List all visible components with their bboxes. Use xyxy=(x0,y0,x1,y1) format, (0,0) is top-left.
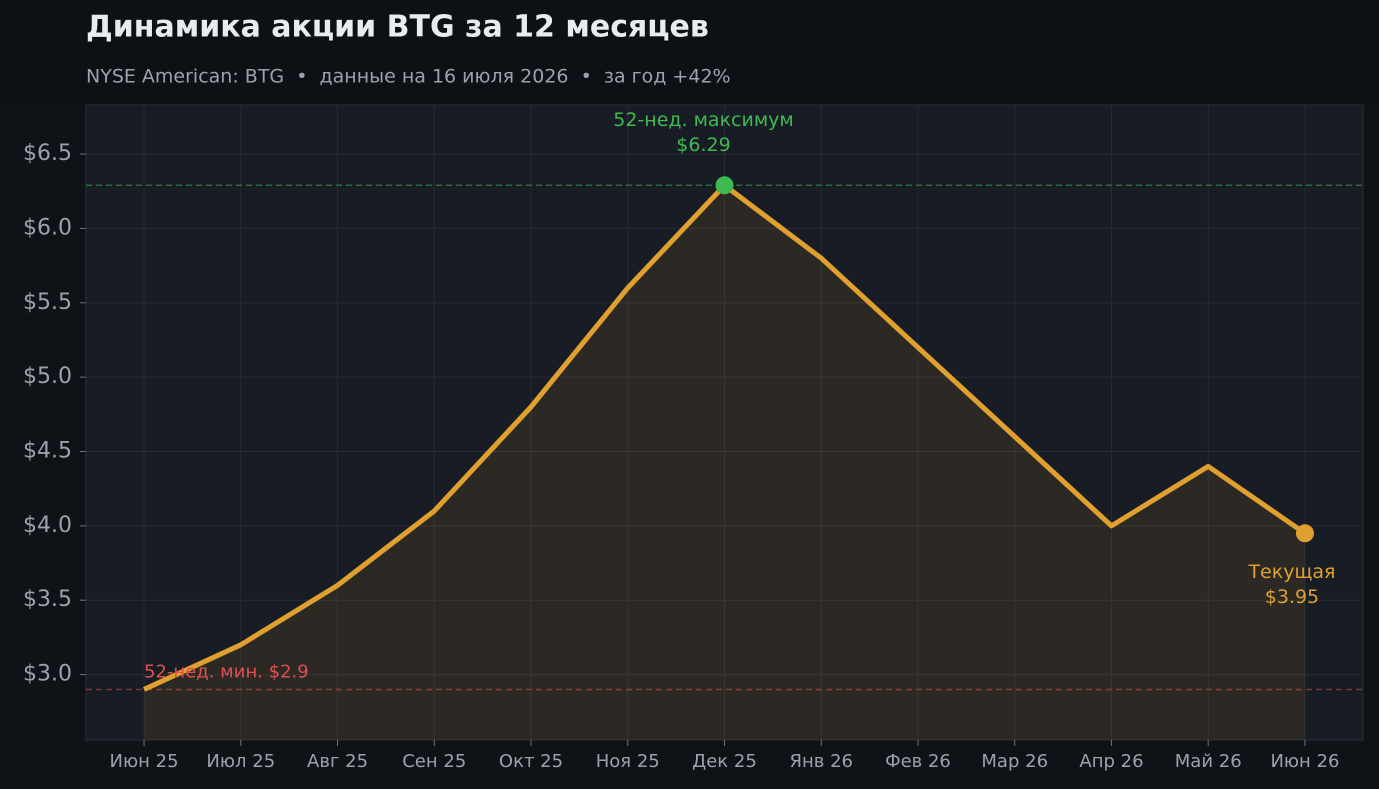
x-tick-label: Июн 25 xyxy=(110,751,179,772)
y-tick-label: $4.5 xyxy=(23,438,72,463)
x-tick-label: Июл 25 xyxy=(206,751,275,772)
x-tick-label: Ноя 25 xyxy=(596,751,660,772)
x-tick-label: Янв 26 xyxy=(789,751,853,772)
x-tick-label: Май 26 xyxy=(1175,751,1242,772)
chart-title: Динамика акции BTG за 12 месяцев xyxy=(86,10,709,45)
y-tick-label: $6.0 xyxy=(23,215,72,240)
chart-subtitle: NYSE American: BTG • данные на 16 июля 2… xyxy=(86,66,731,88)
current-label: Текущая xyxy=(1247,561,1335,583)
y-tick-label: $3.0 xyxy=(23,662,72,687)
x-tick-label: Авг 25 xyxy=(307,751,368,772)
x-tick-label: Окт 25 xyxy=(499,751,563,772)
x-tick-label: Фев 26 xyxy=(885,751,951,772)
x-tick-label: Мар 26 xyxy=(981,751,1048,772)
y-tick-label: $6.5 xyxy=(23,141,72,166)
y-tick-label: $3.5 xyxy=(23,587,72,612)
max-label: 52-нед. максимум xyxy=(613,109,794,131)
header-band xyxy=(0,0,1379,103)
x-tick-label: Дек 25 xyxy=(692,751,757,772)
max-value-label: $6.29 xyxy=(676,134,730,156)
max-marker xyxy=(715,176,734,195)
y-tick-label: $5.0 xyxy=(23,364,72,389)
x-tick-label: Июн 26 xyxy=(1270,751,1339,772)
area xyxy=(144,185,1305,740)
current-marker xyxy=(1295,524,1314,543)
y-tick-label: $4.0 xyxy=(23,513,72,538)
current-value-label: $3.95 xyxy=(1265,586,1319,608)
x-tick-label: Апр 26 xyxy=(1079,751,1143,772)
x-tick-label: Сен 25 xyxy=(402,751,466,772)
min-label: 52-нед. мин. $2.9 xyxy=(144,661,309,682)
y-tick-label: $5.5 xyxy=(23,290,72,315)
